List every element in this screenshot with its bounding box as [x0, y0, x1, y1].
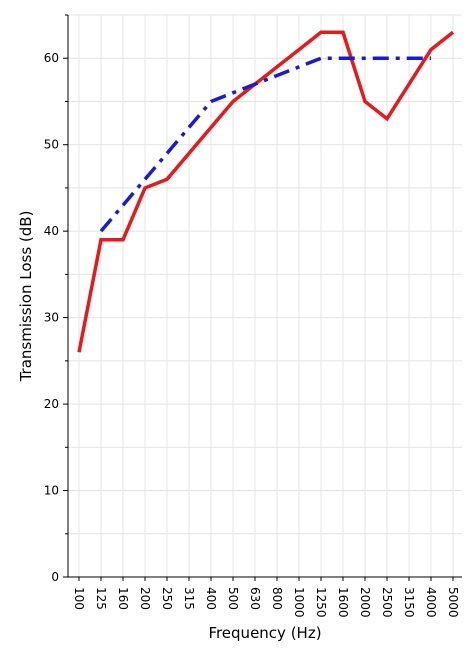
series-2-point	[276, 74, 279, 77]
y-tick-label: 40	[44, 224, 59, 238]
series-1-point	[100, 238, 103, 241]
grid	[68, 14, 462, 577]
x-tick-label: 5000	[446, 587, 460, 618]
series-2-point	[408, 57, 411, 60]
series-1-point	[408, 83, 411, 86]
x-tick-label: 1600	[336, 587, 350, 618]
x-tick-label: 100	[72, 587, 86, 610]
series-1-point	[342, 31, 345, 34]
series-2-point	[144, 178, 147, 181]
series-2-point	[430, 57, 433, 60]
series-2-point	[342, 57, 345, 60]
series-1-point	[430, 48, 433, 51]
y-tick-label: 60	[44, 51, 59, 65]
y-tick-label: 50	[44, 138, 59, 152]
series-1-point	[78, 351, 81, 354]
series-1-point	[386, 117, 389, 120]
series-2-point	[188, 126, 191, 129]
x-tick-label: 1250	[314, 587, 328, 618]
series-2-point	[386, 57, 389, 60]
y-tick-label: 30	[44, 311, 59, 325]
y-axis-title: Transmission Loss (dB)	[17, 211, 35, 383]
series-1-point	[166, 178, 169, 181]
series-1-point	[452, 31, 455, 34]
series-2-point	[298, 65, 301, 68]
series-2-point	[320, 57, 323, 60]
x-axis-title: Frequency (Hz)	[208, 624, 321, 642]
series-1-point	[210, 126, 213, 129]
series-2-point	[364, 57, 367, 60]
y-tick-label: 20	[44, 397, 59, 411]
x-tick-label: 250	[160, 587, 174, 610]
y-tick-label: 0	[51, 570, 59, 584]
series-1-point	[298, 48, 301, 51]
series-2-point	[166, 152, 169, 155]
x-tick-label: 3150	[402, 587, 416, 618]
axes	[63, 14, 462, 581]
series-2-point	[122, 204, 125, 207]
x-tick-label: 4000	[424, 587, 438, 618]
series-2-point	[232, 91, 235, 94]
x-tick-label: 2000	[358, 587, 372, 618]
x-tick-label: 500	[226, 587, 240, 610]
series-1-point	[364, 100, 367, 103]
series-2-line	[99, 56, 431, 233]
series-1-point	[122, 238, 125, 241]
x-tick-label: 125	[94, 587, 108, 610]
series-2-point	[254, 83, 257, 86]
series-1-point	[276, 65, 279, 68]
series-1-point	[320, 31, 323, 34]
y-tick-label: 10	[44, 484, 59, 498]
x-tick-label: 800	[270, 587, 284, 610]
series-1-point	[232, 100, 235, 103]
x-tick-label: 200	[138, 587, 152, 610]
x-tick-label: 2500	[380, 587, 394, 618]
x-tick-label: 400	[204, 587, 218, 610]
x-tick-label: 315	[182, 587, 196, 610]
series-2-point	[210, 100, 213, 103]
x-tick-label: 160	[116, 587, 130, 610]
x-tick-label: 1000	[292, 587, 306, 618]
series-1-point	[188, 152, 191, 155]
series-1-point	[144, 186, 147, 189]
series-lines	[77, 30, 455, 354]
series-1-line	[77, 30, 455, 353]
x-tick-label: 630	[248, 587, 262, 610]
tick-labels: 0 10 20 30 40 50 60 100 125 160 200 250 315 400 500 630…	[44, 51, 460, 617]
series-2-point	[100, 230, 103, 233]
